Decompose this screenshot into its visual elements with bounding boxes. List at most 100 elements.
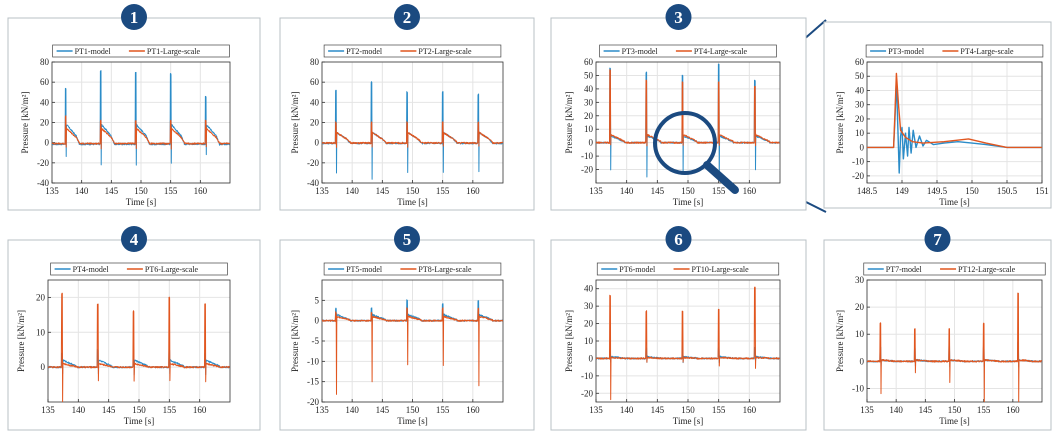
x-tick-label: 135 bbox=[41, 405, 55, 415]
panel-number-badge bbox=[665, 226, 692, 252]
y-tick-label: 40 bbox=[584, 84, 594, 94]
x-axis-label: Time [s] bbox=[126, 197, 156, 207]
x-tick-label: 155 bbox=[163, 405, 177, 415]
y-tick-label: 5 bbox=[315, 295, 320, 305]
panel-number-text: 3 bbox=[674, 8, 683, 27]
y-tick-label: 0 bbox=[315, 316, 320, 326]
x-tick-label: 135 bbox=[315, 186, 329, 196]
x-tick-label: 149.5 bbox=[927, 186, 948, 196]
x-tick-label: 140 bbox=[345, 186, 359, 196]
y-tick-label: 0 bbox=[315, 138, 320, 148]
y-axis-label: Pressure [kN/m²] bbox=[16, 310, 26, 372]
panel-number-text: 4 bbox=[130, 230, 139, 249]
x-tick-label: 150.5 bbox=[997, 186, 1018, 196]
x-tick-label: 150 bbox=[681, 186, 695, 196]
x-axis-label: Time [s] bbox=[397, 416, 427, 426]
x-tick-label: 151 bbox=[1035, 186, 1049, 196]
y-axis-label: Pressure [kN/m²] bbox=[290, 310, 300, 372]
series-group bbox=[596, 286, 780, 401]
legend-entry: PT4-Large-scale bbox=[694, 47, 748, 56]
legend-entry: PT1-Large-scale bbox=[147, 47, 201, 56]
x-tick-label: 160 bbox=[466, 186, 480, 196]
y-tick-label: 30 bbox=[584, 97, 594, 107]
y-tick-label: 40 bbox=[40, 97, 50, 107]
y-tick-label: 10 bbox=[584, 336, 594, 346]
legend-entry: PT3-model bbox=[622, 47, 659, 56]
series-line bbox=[867, 78, 1042, 174]
panel-number-badge bbox=[121, 226, 147, 252]
chart-panel: 135 140 145 150 155 160 -10 0 10 20 30 Time [s] Pres… bbox=[823, 226, 1052, 431]
x-tick-label: 160 bbox=[466, 405, 480, 415]
series-line bbox=[52, 115, 230, 150]
x-tick-label: 145 bbox=[376, 405, 390, 415]
x-tick-label: 140 bbox=[620, 405, 634, 415]
panel-number-text: 6 bbox=[674, 230, 683, 249]
x-tick-label: 140 bbox=[620, 186, 634, 196]
x-axis-label: Time [s] bbox=[673, 197, 703, 207]
panel-number-badge bbox=[121, 4, 147, 30]
y-tick-label: 10 bbox=[584, 124, 594, 134]
legend-entry: PT2-model bbox=[346, 47, 383, 56]
panel-number-badge bbox=[394, 4, 420, 30]
y-tick-label: 20 bbox=[40, 118, 50, 128]
y-tick-label: -10 bbox=[852, 383, 864, 393]
panel-number-badge bbox=[394, 226, 420, 252]
y-tick-label: -20 bbox=[307, 397, 319, 407]
chart-panel: 135 140 145 150 155 160 -40 -20 0 20 40 60 80 Time [s… bbox=[279, 4, 535, 211]
y-tick-label: 60 bbox=[584, 57, 594, 67]
x-tick-label: 160 bbox=[193, 405, 207, 415]
series-group bbox=[867, 72, 1042, 174]
x-tick-label: 140 bbox=[75, 186, 89, 196]
y-tick-label: -20 bbox=[307, 158, 319, 168]
panel-number-text: 7 bbox=[933, 230, 942, 249]
x-axis-label: Time [s] bbox=[124, 416, 154, 426]
y-tick-label: 0 bbox=[41, 362, 46, 372]
x-tick-label: 135 bbox=[45, 186, 59, 196]
chart-panel: 148.5 149 149.5 150 150.5 151 -20 -10 0 10 20 30 40 5… bbox=[823, 21, 1052, 209]
x-tick-label: 160 bbox=[743, 405, 757, 415]
y-tick-label: -5 bbox=[312, 336, 320, 346]
x-tick-label: 155 bbox=[712, 186, 726, 196]
y-tick-label: 10 bbox=[855, 329, 865, 339]
series-line bbox=[596, 69, 780, 147]
y-tick-label: 0 bbox=[45, 138, 50, 148]
panel-number-text: 2 bbox=[403, 8, 412, 27]
y-tick-label: 50 bbox=[855, 71, 865, 81]
series-group bbox=[52, 70, 230, 166]
y-tick-label: 20 bbox=[36, 292, 46, 302]
y-tick-label: -20 bbox=[581, 165, 593, 175]
x-tick-label: 155 bbox=[436, 186, 450, 196]
y-tick-label: -20 bbox=[581, 388, 593, 398]
y-tick-label: 60 bbox=[310, 77, 320, 87]
x-tick-label: 140 bbox=[72, 405, 86, 415]
x-tick-label: 155 bbox=[712, 405, 726, 415]
x-tick-label: 160 bbox=[1006, 405, 1020, 415]
x-tick-label: 145 bbox=[102, 405, 116, 415]
magnifier-icon bbox=[653, 111, 717, 175]
y-tick-label: 10 bbox=[855, 128, 865, 138]
x-tick-label: 149 bbox=[895, 186, 909, 196]
y-tick-label: 0 bbox=[860, 142, 865, 152]
y-axis-label: Pressure [kN/m²] bbox=[835, 310, 845, 372]
y-tick-label: 60 bbox=[40, 77, 50, 87]
y-tick-label: -10 bbox=[581, 371, 593, 381]
x-tick-label: 150 bbox=[134, 186, 148, 196]
y-tick-label: 0 bbox=[589, 138, 594, 148]
y-tick-label: -10 bbox=[581, 151, 593, 161]
series-line bbox=[867, 72, 1042, 149]
series-line bbox=[48, 292, 230, 402]
plot-area bbox=[866, 61, 1043, 184]
y-tick-label: 50 bbox=[584, 70, 594, 80]
y-tick-label: 40 bbox=[310, 97, 320, 107]
legend-entry: PT2-Large-scale bbox=[418, 47, 472, 56]
y-axis-label: Pressure [kN/m²] bbox=[564, 92, 574, 154]
y-tick-label: 80 bbox=[40, 57, 50, 67]
x-tick-label: 135 bbox=[589, 405, 603, 415]
y-tick-label: 0 bbox=[589, 353, 594, 363]
x-tick-label: 135 bbox=[315, 405, 329, 415]
panel-number-badge bbox=[665, 4, 692, 30]
y-tick-label: 0 bbox=[860, 356, 865, 366]
chart-panel: 135 140 145 150 155 160 -20 -15 -10 -5 0 5 Time [s] P… bbox=[279, 226, 535, 431]
